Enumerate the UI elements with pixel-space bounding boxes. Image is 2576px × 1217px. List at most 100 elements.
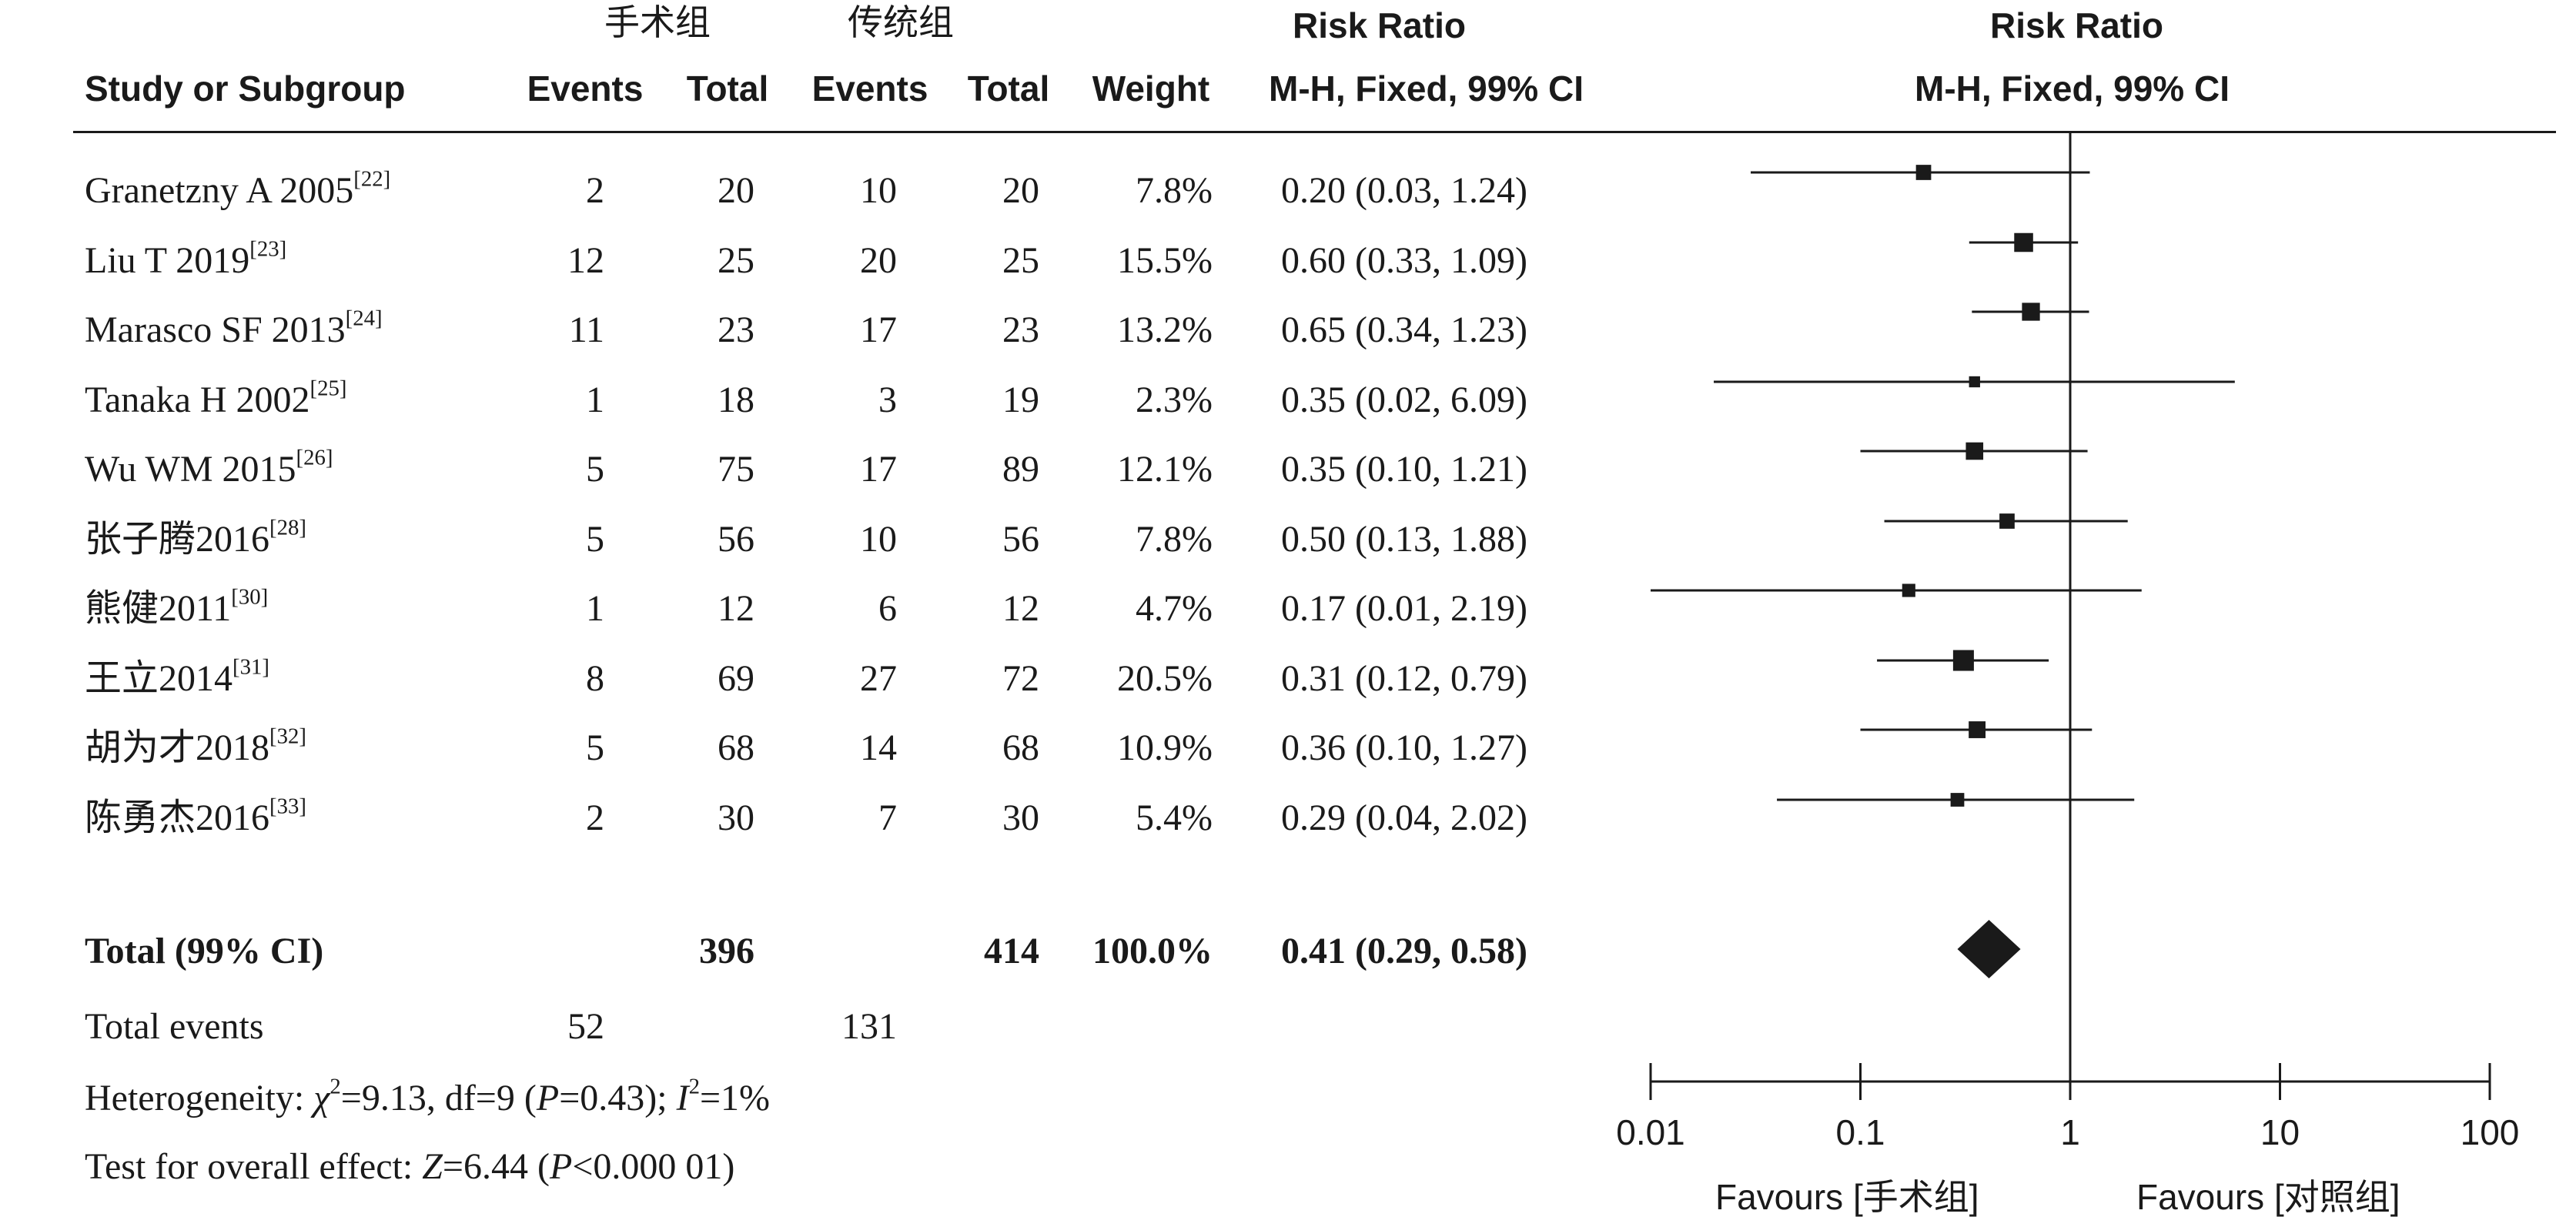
point-estimate-square	[1969, 721, 1986, 738]
study-exp-events: 5	[586, 449, 604, 490]
total-exp-total: 396	[699, 931, 754, 971]
total-weight: 100.0%	[1092, 931, 1213, 971]
study-exp-events: 2	[586, 170, 604, 211]
study-name: 张子腾2016[28]	[85, 515, 306, 560]
x-axis-tick-label: 0.1	[1836, 1112, 1885, 1152]
point-estimate-square	[1915, 165, 1932, 180]
point-estimate-square	[1952, 650, 1974, 671]
pooled-estimate-diamond	[1957, 920, 2021, 978]
x-axis-tick-label: 0.01	[1616, 1112, 1685, 1152]
col-header-rr-method-left: M-H, Fixed, 99% CI	[1269, 69, 1584, 109]
total-events-label: Total events	[85, 1006, 264, 1047]
point-estimate-square	[1965, 442, 1984, 460]
study-exp-events: 5	[586, 727, 604, 768]
study-exp-events: 8	[586, 658, 604, 699]
point-estimate-square	[2022, 303, 2040, 321]
study-ci-text: 0.17 (0.01, 2.19)	[1281, 588, 1527, 629]
x-axis-tick-label: 10	[2260, 1112, 2300, 1152]
study-weight: 4.7%	[1136, 588, 1213, 629]
study-weight: 12.1%	[1117, 449, 1213, 490]
study-ctrl-total: 89	[1002, 449, 1039, 490]
study-weight: 13.2%	[1117, 309, 1213, 350]
col-header-exp-events: Events	[527, 69, 644, 109]
study-exp-events: 5	[586, 519, 604, 560]
study-exp-total: 18	[718, 379, 754, 420]
point-estimate-square	[1902, 583, 1915, 597]
study-ci-text: 0.35 (0.10, 1.21)	[1281, 449, 1527, 490]
study-exp-total: 56	[718, 519, 754, 560]
point-estimate-square	[1999, 513, 2015, 529]
study-ctrl-total: 25	[1002, 240, 1039, 281]
study-ctrl-events: 7	[878, 797, 897, 838]
x-axis-tick-label: 1	[2060, 1112, 2080, 1152]
study-weight: 10.9%	[1117, 727, 1213, 768]
col-header-weight: Weight	[1092, 69, 1210, 109]
study-ctrl-events: 3	[878, 379, 897, 420]
study-ctrl-total: 56	[1002, 519, 1039, 560]
study-ci-text: 0.31 (0.12, 0.79)	[1281, 658, 1527, 699]
point-estimate-square	[2014, 232, 2033, 252]
study-ci-text: 0.29 (0.04, 2.02)	[1281, 797, 1527, 838]
study-ctrl-total: 68	[1002, 727, 1039, 768]
study-exp-events: 1	[586, 379, 604, 420]
study-ci-text: 0.20 (0.03, 1.24)	[1281, 170, 1527, 211]
study-ci-text: 0.60 (0.33, 1.09)	[1281, 240, 1527, 281]
study-ctrl-total: 12	[1002, 588, 1039, 629]
study-exp-events: 1	[586, 588, 604, 629]
study-ci-text: 0.65 (0.34, 1.23)	[1281, 309, 1527, 350]
study-ctrl-events: 10	[860, 519, 897, 560]
study-ctrl-total: 19	[1002, 379, 1039, 420]
study-exp-total: 75	[718, 449, 754, 490]
study-ctrl-events: 17	[860, 309, 897, 350]
total-label: Total (99% CI)	[85, 931, 324, 971]
study-name: Granetzny A 2005[22]	[85, 166, 391, 211]
study-weight: 7.8%	[1136, 170, 1213, 211]
point-estimate-square	[1969, 376, 1980, 388]
study-ci-text: 0.36 (0.10, 1.27)	[1281, 727, 1527, 768]
study-name: Liu T 2019[23]	[85, 236, 287, 281]
study-weight: 20.5%	[1117, 658, 1213, 699]
overall-effect-text: Test for overall effect: Z=6.44 (P<0.000…	[85, 1146, 735, 1187]
x-axis-tick-label: 100	[2461, 1112, 2520, 1152]
study-ci-text: 0.50 (0.13, 1.88)	[1281, 519, 1527, 560]
study-exp-events: 12	[567, 240, 604, 281]
header-divider	[73, 131, 2556, 133]
col-header-ctrl-events: Events	[811, 69, 928, 109]
study-weight: 5.4%	[1136, 797, 1213, 838]
col-header-ctrl-total: Total	[967, 69, 1050, 109]
study-exp-total: 25	[718, 240, 754, 281]
favours-right-label: Favours [对照组]	[2136, 1177, 2400, 1217]
study-weight: 7.8%	[1136, 519, 1213, 560]
study-ctrl-events: 10	[860, 170, 897, 211]
study-ctrl-events: 17	[860, 449, 897, 490]
study-name: Wu WM 2015[26]	[85, 445, 333, 490]
heterogeneity-text: Heterogeneity: χ2=9.13, df=9 (P=0.43); I…	[85, 1074, 771, 1118]
study-ctrl-total: 30	[1002, 797, 1039, 838]
col-header-rr-method-right: M-H, Fixed, 99% CI	[1915, 69, 2230, 109]
rr-title-right: Risk Ratio	[1990, 5, 2163, 45]
total-events-ctrl: 131	[841, 1006, 897, 1047]
total-ci-text: 0.41 (0.29, 0.58)	[1281, 931, 1527, 971]
study-name: 陈勇杰2016[33]	[85, 794, 306, 838]
study-exp-events: 11	[568, 309, 604, 350]
study-exp-total: 20	[718, 170, 754, 211]
study-exp-events: 2	[586, 797, 604, 838]
study-ctrl-events: 20	[860, 240, 897, 281]
study-exp-total: 23	[718, 309, 754, 350]
study-name: 熊健2011[30]	[85, 584, 269, 629]
study-ci-text: 0.35 (0.02, 6.09)	[1281, 379, 1527, 420]
study-exp-total: 68	[718, 727, 754, 768]
study-exp-total: 69	[718, 658, 754, 699]
study-exp-total: 30	[718, 797, 754, 838]
study-name: 胡为才2018[32]	[85, 724, 306, 768]
study-ctrl-total: 72	[1002, 658, 1039, 699]
study-name: Marasco SF 2013[24]	[85, 306, 383, 350]
study-ctrl-total: 20	[1002, 170, 1039, 211]
rr-title-left: Risk Ratio	[1293, 5, 1466, 45]
study-ctrl-events: 14	[860, 727, 897, 768]
point-estimate-square	[1950, 793, 1965, 807]
study-ctrl-events: 6	[878, 588, 897, 629]
col-header-exp-total: Total	[686, 69, 769, 109]
study-weight: 15.5%	[1117, 240, 1213, 281]
